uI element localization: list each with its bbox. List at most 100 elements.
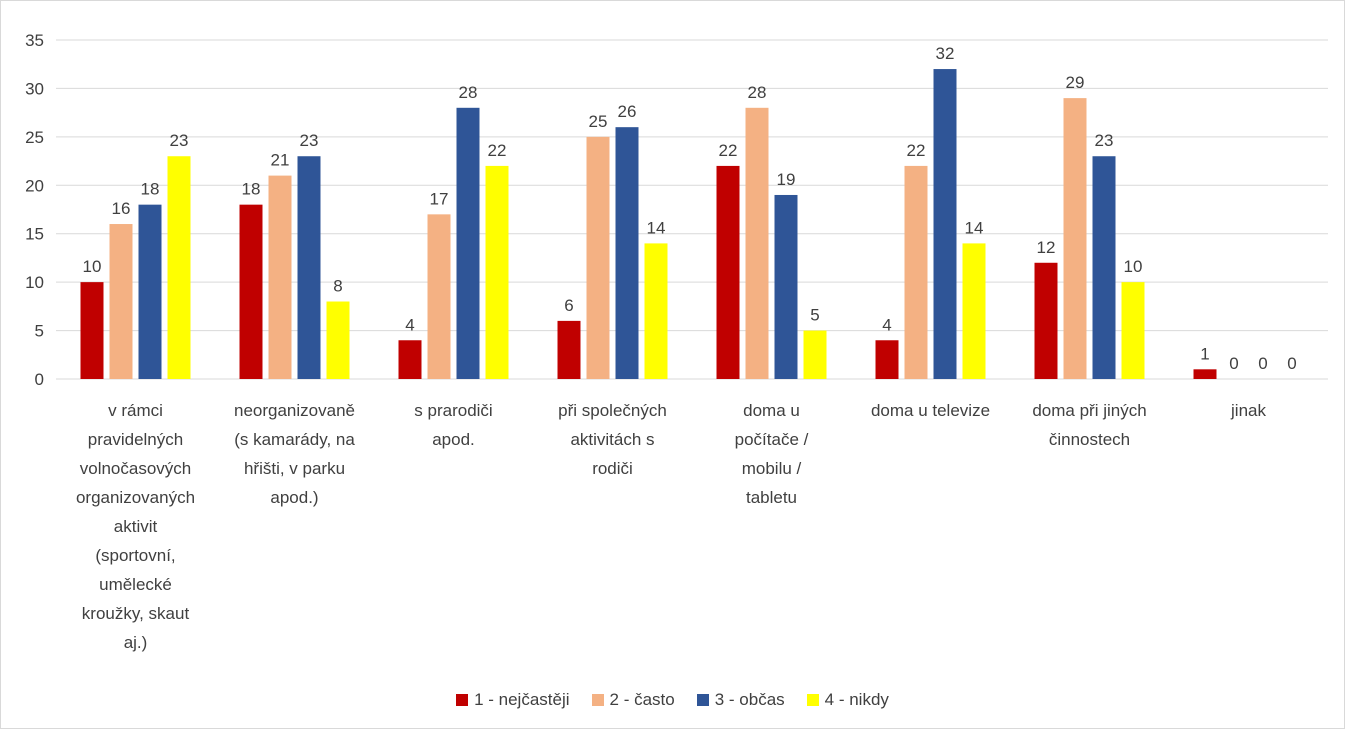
bar bbox=[80, 282, 104, 379]
bar bbox=[239, 204, 263, 379]
bar bbox=[904, 165, 928, 379]
x-tick-label-line: počítače / bbox=[735, 430, 809, 449]
legend-label: 2 - často bbox=[609, 690, 675, 709]
x-axis-ticks: v rámci pravidelných volnočasových organizo… bbox=[76, 401, 1267, 652]
bar bbox=[1121, 282, 1145, 379]
x-tick-label-line: apod.) bbox=[270, 488, 318, 507]
data-label: 12 bbox=[1037, 238, 1056, 257]
data-label: 25 bbox=[589, 112, 608, 131]
y-tick-label: 25 bbox=[25, 128, 44, 147]
bar bbox=[1193, 369, 1217, 379]
bar bbox=[875, 340, 899, 379]
x-tick-label-line: jinak bbox=[1230, 401, 1266, 420]
y-tick-label: 15 bbox=[25, 225, 44, 244]
x-tick-label-line: aktivitách s bbox=[570, 430, 654, 449]
x-tick-label-line: umělecké bbox=[99, 575, 172, 594]
x-tick-label-line: (sportovní, bbox=[95, 546, 175, 565]
bar bbox=[297, 156, 321, 379]
gridlines bbox=[56, 39, 1328, 380]
data-label: 18 bbox=[242, 180, 261, 199]
bars bbox=[80, 69, 1217, 380]
y-axis-ticks: 0 5 10 15 20 25 30 35 bbox=[25, 31, 44, 389]
x-tick-label-line: aj.) bbox=[124, 633, 148, 652]
legend-swatch bbox=[806, 694, 819, 706]
legend-label: 4 - nikdy bbox=[824, 690, 889, 709]
x-tick-label-line: organizovaných bbox=[76, 488, 195, 507]
data-label: 14 bbox=[647, 218, 666, 237]
y-tick-label: 20 bbox=[25, 176, 44, 195]
x-tick-label-line: činnostech bbox=[1049, 430, 1130, 449]
data-label: 23 bbox=[170, 131, 189, 150]
legend-item: 1 - nejčastěji bbox=[456, 690, 570, 710]
data-label: 18 bbox=[141, 180, 160, 199]
x-tick-label-line: rodiči bbox=[592, 459, 633, 478]
x-tick-label-line: aktivit bbox=[114, 517, 158, 536]
x-tick-label: s prarodiči apod. bbox=[414, 401, 492, 449]
bar bbox=[167, 156, 191, 379]
x-tick-label: doma u počítače / mobilu / tabletu bbox=[735, 401, 809, 507]
x-tick-label-line: mobilu / bbox=[742, 459, 802, 478]
x-tick-label: doma při jiných činnostech bbox=[1032, 401, 1146, 449]
data-label: 0 bbox=[1258, 354, 1267, 373]
data-label: 22 bbox=[488, 141, 507, 160]
x-tick-label-line: pravidelných bbox=[88, 430, 183, 449]
bar bbox=[485, 165, 509, 379]
x-tick-label-line: v rámci bbox=[108, 401, 163, 420]
data-labels: 1016182318212384172822625261422281954223… bbox=[83, 44, 1297, 373]
data-label: 10 bbox=[1124, 257, 1143, 276]
bar bbox=[109, 224, 133, 379]
bar bbox=[745, 107, 769, 380]
legend-label: 3 - občas bbox=[714, 690, 785, 709]
bar bbox=[456, 107, 480, 380]
bar bbox=[586, 136, 610, 379]
x-tick-label-line: s prarodiči bbox=[414, 401, 492, 420]
data-label: 23 bbox=[1095, 131, 1114, 150]
bar bbox=[138, 204, 162, 379]
bar bbox=[1063, 98, 1087, 379]
data-label: 17 bbox=[430, 189, 449, 208]
data-label: 1 bbox=[1200, 344, 1209, 363]
x-tick-label-line: apod. bbox=[432, 430, 475, 449]
data-label: 22 bbox=[719, 141, 738, 160]
legend: 1 - nejčastěji 2 - často 3 - občas 4 - nikd… bbox=[0, 690, 1345, 710]
data-label: 16 bbox=[112, 199, 131, 218]
data-label: 4 bbox=[405, 315, 414, 334]
bar bbox=[326, 301, 350, 379]
x-tick-label-line: kroužky, skaut bbox=[82, 604, 190, 623]
data-label: 10 bbox=[83, 257, 102, 276]
x-tick-label: doma u televize bbox=[871, 401, 990, 420]
legend-item: 3 - občas bbox=[696, 690, 785, 710]
data-label: 8 bbox=[333, 277, 342, 296]
data-label: 28 bbox=[748, 83, 767, 102]
data-label: 4 bbox=[882, 315, 891, 334]
bar bbox=[962, 243, 986, 379]
bar bbox=[644, 243, 668, 379]
data-label: 0 bbox=[1287, 354, 1296, 373]
data-label: 21 bbox=[271, 151, 290, 170]
legend-label: 1 - nejčastěji bbox=[474, 690, 570, 709]
y-tick-label: 30 bbox=[25, 79, 44, 98]
x-tick-label-line: volnočasových bbox=[80, 459, 192, 478]
bar bbox=[615, 127, 639, 380]
data-label: 29 bbox=[1066, 73, 1085, 92]
x-tick-label-line: doma u televize bbox=[871, 401, 990, 420]
x-tick-label-line: neorganizovaně bbox=[234, 401, 355, 420]
data-label: 19 bbox=[777, 170, 796, 189]
data-label: 5 bbox=[810, 306, 819, 325]
x-tick-label: v rámci pravidelných volnočasových organizo… bbox=[76, 401, 195, 652]
bar bbox=[803, 330, 827, 379]
bar bbox=[268, 175, 292, 379]
x-tick-label-line: při společných bbox=[558, 401, 667, 420]
bar bbox=[398, 340, 422, 379]
data-label: 23 bbox=[300, 131, 319, 150]
legend-item: 2 - často bbox=[591, 690, 675, 710]
y-tick-label: 10 bbox=[25, 273, 44, 292]
bar bbox=[933, 69, 957, 380]
legend-swatch bbox=[696, 694, 709, 706]
x-tick-label: při společných aktivitách s rodiči bbox=[558, 401, 667, 478]
bar bbox=[557, 320, 581, 379]
bar bbox=[1092, 156, 1116, 379]
data-label: 28 bbox=[459, 83, 478, 102]
bar bbox=[1034, 262, 1058, 379]
